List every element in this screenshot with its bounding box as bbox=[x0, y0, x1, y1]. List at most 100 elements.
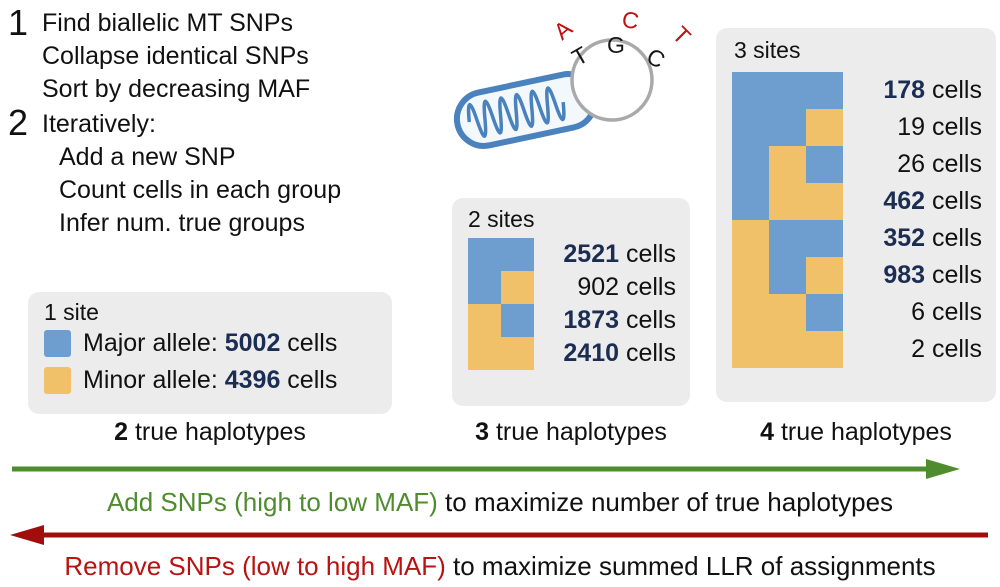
panel-1-title: 1 site bbox=[44, 299, 99, 325]
allele-cell-blue bbox=[732, 109, 769, 146]
allele-cell-blue bbox=[769, 72, 806, 109]
allele-cell-orange bbox=[769, 331, 806, 368]
panel-1-site: 1 site Major allele: 5002 cells Minor al… bbox=[28, 292, 392, 414]
snp-letter-c-minor: C bbox=[620, 6, 641, 34]
mtdna-circle-icon bbox=[570, 38, 654, 122]
mitochondria-mtdna-illustration: A C T T G C bbox=[453, 6, 696, 149]
allele-cell-blue bbox=[806, 294, 843, 331]
step-1-line-3: Sort by decreasing MAF bbox=[42, 75, 311, 103]
cell-count-unit: cells bbox=[925, 187, 982, 215]
cell-count-number: 2 bbox=[911, 335, 926, 363]
group-cell-count: 26 cells bbox=[897, 146, 982, 183]
group-cell-count: 2 cells bbox=[911, 331, 982, 368]
cell-count-number: 19 bbox=[897, 113, 926, 141]
snp-letter-t-minor: T bbox=[667, 21, 695, 49]
cristae-icon bbox=[466, 86, 566, 138]
allele-cell-orange bbox=[769, 146, 806, 183]
cell-count-number: 26 bbox=[897, 150, 926, 178]
cell-count-unit: cells bbox=[925, 76, 982, 104]
group-cell-count: 2521 cells bbox=[563, 238, 676, 271]
allele-cell-blue bbox=[501, 304, 534, 337]
allele-cell-orange bbox=[468, 304, 501, 337]
allele-cell-orange bbox=[732, 294, 769, 331]
major-allele-count: 5002 bbox=[224, 329, 281, 357]
allele-cell-orange bbox=[501, 271, 534, 304]
allele-cell-orange bbox=[806, 257, 843, 294]
allele-cell-orange bbox=[732, 220, 769, 257]
snp-letter-g-major: G bbox=[607, 32, 625, 58]
cell-count-unit: cells bbox=[925, 224, 982, 252]
allele-cell-blue bbox=[769, 220, 806, 257]
cell-count-number-bold: 2410 bbox=[563, 339, 620, 367]
forward-arrow-icon bbox=[12, 459, 960, 479]
group-cell-count: 902 cells bbox=[577, 271, 676, 304]
cell-count-unit: cells bbox=[925, 113, 982, 141]
step-1-line-2: Collapse identical SNPs bbox=[42, 42, 309, 70]
legend-row-major-allele: Major allele: 5002 cells bbox=[44, 329, 337, 358]
caption-3-true-haplotypes: 3 true haplotypes bbox=[475, 418, 667, 446]
group-cell-count: 1873 cells bbox=[563, 304, 676, 337]
snp-letter-a-minor: A bbox=[549, 15, 578, 45]
backward-arrow-icon bbox=[10, 525, 988, 545]
allele-cell-blue bbox=[732, 183, 769, 220]
cell-count-number-bold: 178 bbox=[883, 76, 926, 104]
cell-count-number-bold: 983 bbox=[883, 261, 926, 289]
step-1-line-1: Find biallelic MT SNPs bbox=[42, 9, 294, 37]
cell-counts-3-sites: 178 cells 19 cells 26 cells 462 cells 352 ce… bbox=[883, 72, 982, 368]
group-cell-count: 352 cells bbox=[883, 220, 982, 257]
cell-count-number-bold: 2521 bbox=[563, 240, 620, 268]
group-cell-count: 983 cells bbox=[883, 257, 982, 294]
step-2-line-1: Add a new SNP bbox=[59, 143, 236, 171]
haplotype-grid-3-sites bbox=[732, 72, 843, 368]
caption-2-true-haplotypes: 2 true haplotypes bbox=[114, 418, 306, 446]
panel-3-title: 3 sites bbox=[734, 37, 801, 63]
allele-cell-blue bbox=[732, 72, 769, 109]
group-cell-count: 6 cells bbox=[911, 294, 982, 331]
allele-cell-orange bbox=[806, 331, 843, 368]
allele-cell-orange bbox=[769, 183, 806, 220]
cell-counts-2-sites: 2521 cells 902 cells 1873 cells 2410 cells bbox=[563, 238, 676, 370]
step-2-line-2: Count cells in each group bbox=[59, 176, 342, 204]
cell-count-unit: cells bbox=[925, 298, 982, 326]
forward-arrow-caption: Add SNPs (high to low MAF) to maximize n… bbox=[0, 487, 1000, 518]
group-cell-count: 178 cells bbox=[883, 72, 982, 109]
forward-caption-highlight: Add SNPs (high to low MAF) bbox=[106, 487, 438, 517]
allele-cell-blue bbox=[501, 238, 534, 271]
allele-cell-blue bbox=[806, 72, 843, 109]
allele-cell-orange bbox=[501, 337, 534, 370]
allele-cell-orange bbox=[806, 183, 843, 220]
panel-2-sites: 2 sites 2521 cells 902 cells 1873 cells 241… bbox=[452, 198, 690, 406]
cell-count-unit: cells bbox=[619, 273, 676, 301]
forward-caption-rest: to maximize number of true haplotypes bbox=[437, 487, 894, 517]
cell-count-number-bold: 352 bbox=[883, 224, 926, 252]
step-2-line-3: Infer num. true groups bbox=[59, 209, 305, 237]
step-2-text: Iteratively: Add a new SNP Count cells i… bbox=[42, 108, 341, 240]
allele-cell-orange bbox=[732, 257, 769, 294]
cell-count-unit: cells bbox=[619, 306, 676, 334]
panel-3-sites: 3 sites 178 cells 19 cells 26 cells 462 cel… bbox=[716, 28, 996, 402]
cell-count-unit: cells bbox=[619, 240, 676, 268]
minor-allele-swatch bbox=[44, 367, 71, 394]
allele-cell-orange bbox=[806, 109, 843, 146]
major-allele-label: Major allele: 5002 cells bbox=[83, 329, 338, 357]
caption-4-true-haplotypes: 4 true haplotypes bbox=[760, 418, 952, 446]
allele-cell-orange bbox=[732, 331, 769, 368]
step-2-intro: Iteratively: bbox=[42, 110, 156, 138]
allele-cell-blue bbox=[806, 146, 843, 183]
allele-cell-orange bbox=[769, 294, 806, 331]
group-cell-count: 2410 cells bbox=[563, 337, 676, 370]
backward-arrow-caption: Remove SNPs (low to high MAF) to maximiz… bbox=[0, 551, 1000, 582]
group-cell-count: 19 cells bbox=[897, 109, 982, 146]
backward-caption-rest: to maximize summed LLR of assignments bbox=[445, 551, 936, 581]
allele-cell-blue bbox=[732, 146, 769, 183]
panel-2-title: 2 sites bbox=[468, 206, 535, 232]
step-2-number: 2 bbox=[8, 102, 29, 143]
cell-count-unit: cells bbox=[925, 335, 982, 363]
allele-cell-blue bbox=[468, 238, 501, 271]
minor-allele-label: Minor allele: 4396 cells bbox=[83, 366, 338, 394]
haplotype-grid-2-sites bbox=[468, 238, 534, 370]
step-1-number: 1 bbox=[8, 2, 29, 43]
allele-cell-orange bbox=[468, 337, 501, 370]
step-1-text: Find biallelic MT SNPs Collapse identica… bbox=[42, 7, 310, 106]
